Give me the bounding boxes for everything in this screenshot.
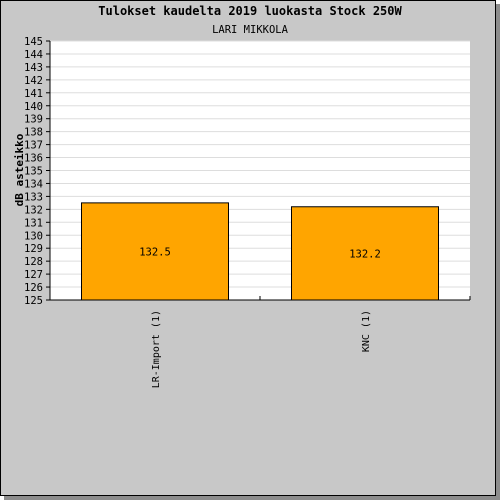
- chart-title: Tulokset kaudelta 2019 luokasta Stock 25…: [98, 4, 402, 18]
- frame-shadow-right: [496, 4, 500, 500]
- y-tick-label: 134: [24, 178, 43, 190]
- y-tick-label: 125: [24, 295, 43, 307]
- y-tick-label: 141: [24, 88, 43, 100]
- y-tick-label: 136: [24, 153, 43, 165]
- y-tick-label: 135: [24, 166, 43, 178]
- chart-subtitle: LARI MIKKOLA: [212, 24, 289, 36]
- x-tick-label: LR-Import (1): [151, 310, 162, 388]
- y-tick-label: 126: [24, 282, 43, 294]
- y-tick-label: 137: [24, 140, 43, 152]
- y-tick-label: 139: [24, 114, 43, 126]
- y-tick-label: 127: [24, 269, 43, 281]
- y-tick-label: 142: [24, 75, 43, 87]
- y-tick-label: 133: [24, 191, 43, 203]
- y-tick-label: 143: [24, 62, 43, 74]
- y-axis-label: dB asteikko: [13, 133, 26, 206]
- y-tick-label: 130: [24, 230, 43, 242]
- bar-value-label: 132.2: [349, 248, 381, 260]
- bar: [291, 206, 439, 301]
- x-axis-ticks: LR-Import (1) KNC (1): [49, 296, 471, 388]
- bars: 132.5 132.2: [81, 202, 439, 301]
- y-tick-label: 131: [24, 217, 43, 229]
- bar-value-label: 132.5: [139, 246, 171, 258]
- y-tick-label: 145: [24, 36, 43, 48]
- y-tick-label: 138: [24, 127, 43, 139]
- y-axis-ticks: 1251261271281291301311321331341351361371…: [24, 36, 50, 307]
- y-tick-label: 144: [24, 49, 43, 61]
- frame-shadow-bottom: [4, 496, 500, 500]
- y-tick-label: 140: [24, 101, 43, 113]
- y-tick-label: 132: [24, 204, 43, 216]
- bar: [81, 202, 229, 301]
- y-tick-label: 129: [24, 243, 43, 255]
- x-tick-label: KNC (1): [361, 310, 372, 352]
- y-tick-label: 128: [24, 256, 43, 268]
